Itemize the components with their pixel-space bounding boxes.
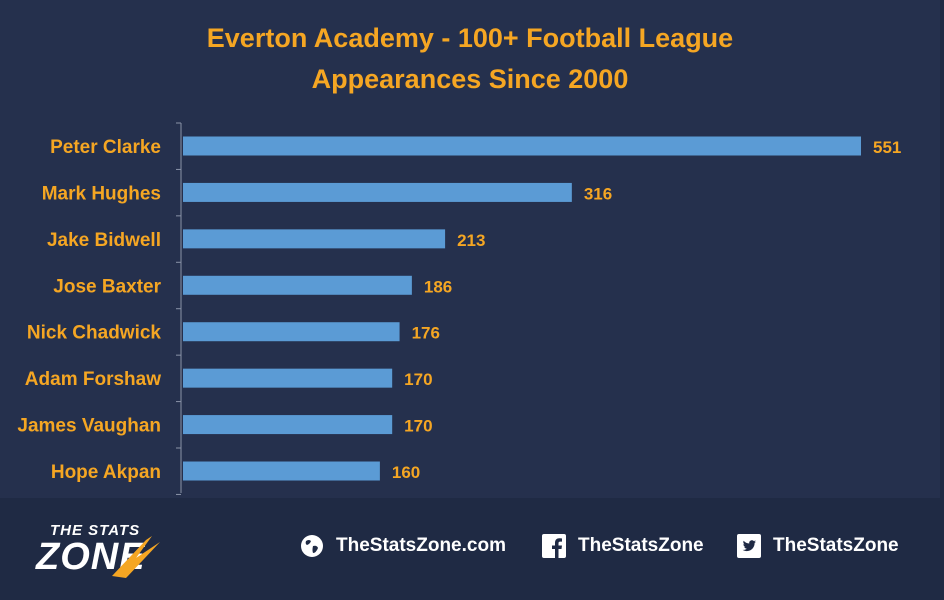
- category-label: James Vaughan: [17, 416, 161, 437]
- facebook-icon: [542, 534, 566, 558]
- data-label: 186: [424, 277, 452, 296]
- globe-icon: [301, 535, 323, 557]
- data-label: 170: [404, 417, 432, 436]
- data-label: 170: [404, 370, 432, 389]
- bar: [183, 461, 380, 481]
- bar: [183, 368, 393, 388]
- chart-title: Everton Academy - 100+ Football League A…: [0, 18, 940, 100]
- chart-panel: Everton Academy - 100+ Football League A…: [0, 18, 940, 495]
- bar: [183, 275, 412, 295]
- stats-zone-logo: THE STATS ZONE: [36, 522, 206, 582]
- bar: [183, 136, 861, 156]
- twitter-icon: [737, 534, 761, 558]
- website-text: TheStatsZone.com: [336, 535, 506, 556]
- category-label: Peter Clarke: [50, 137, 161, 158]
- bar: [183, 182, 572, 202]
- data-label: 176: [412, 324, 440, 343]
- bar-chart: Peter Clarke 551 Mark Hughes 316 Jake Bidwel…: [17, 122, 901, 495]
- data-label: 316: [584, 184, 612, 203]
- data-label: 551: [873, 138, 901, 157]
- category-label: Mark Hughes: [42, 183, 161, 204]
- bar: [183, 415, 393, 435]
- data-label: 213: [457, 231, 485, 250]
- facebook-link[interactable]: TheStatsZone: [542, 534, 704, 558]
- data-label: 160: [392, 463, 420, 482]
- twitter-link[interactable]: TheStatsZone: [737, 534, 899, 558]
- bar: [183, 229, 446, 249]
- logo-swoosh-icon: [112, 536, 160, 578]
- website-link[interactable]: TheStatsZone.com: [300, 534, 506, 558]
- category-label: Adam Forshaw: [25, 369, 161, 390]
- footer: THE STATS ZONE TheStatsZone.com TheStats…: [0, 498, 944, 600]
- chart-title-line-1: Everton Academy - 100+ Football League: [206, 23, 734, 53]
- category-label: Jose Baxter: [53, 276, 161, 297]
- chart-title-line-2: Appearances Since 2000: [311, 64, 629, 94]
- category-label: Nick Chadwick: [27, 323, 162, 344]
- category-label: Jake Bidwell: [47, 230, 161, 251]
- category-label: Hope Akpan: [51, 462, 161, 483]
- twitter-text: TheStatsZone: [773, 535, 899, 556]
- facebook-text: TheStatsZone: [578, 535, 704, 556]
- logo-line-1: THE STATS: [50, 522, 141, 539]
- bar: [183, 322, 400, 342]
